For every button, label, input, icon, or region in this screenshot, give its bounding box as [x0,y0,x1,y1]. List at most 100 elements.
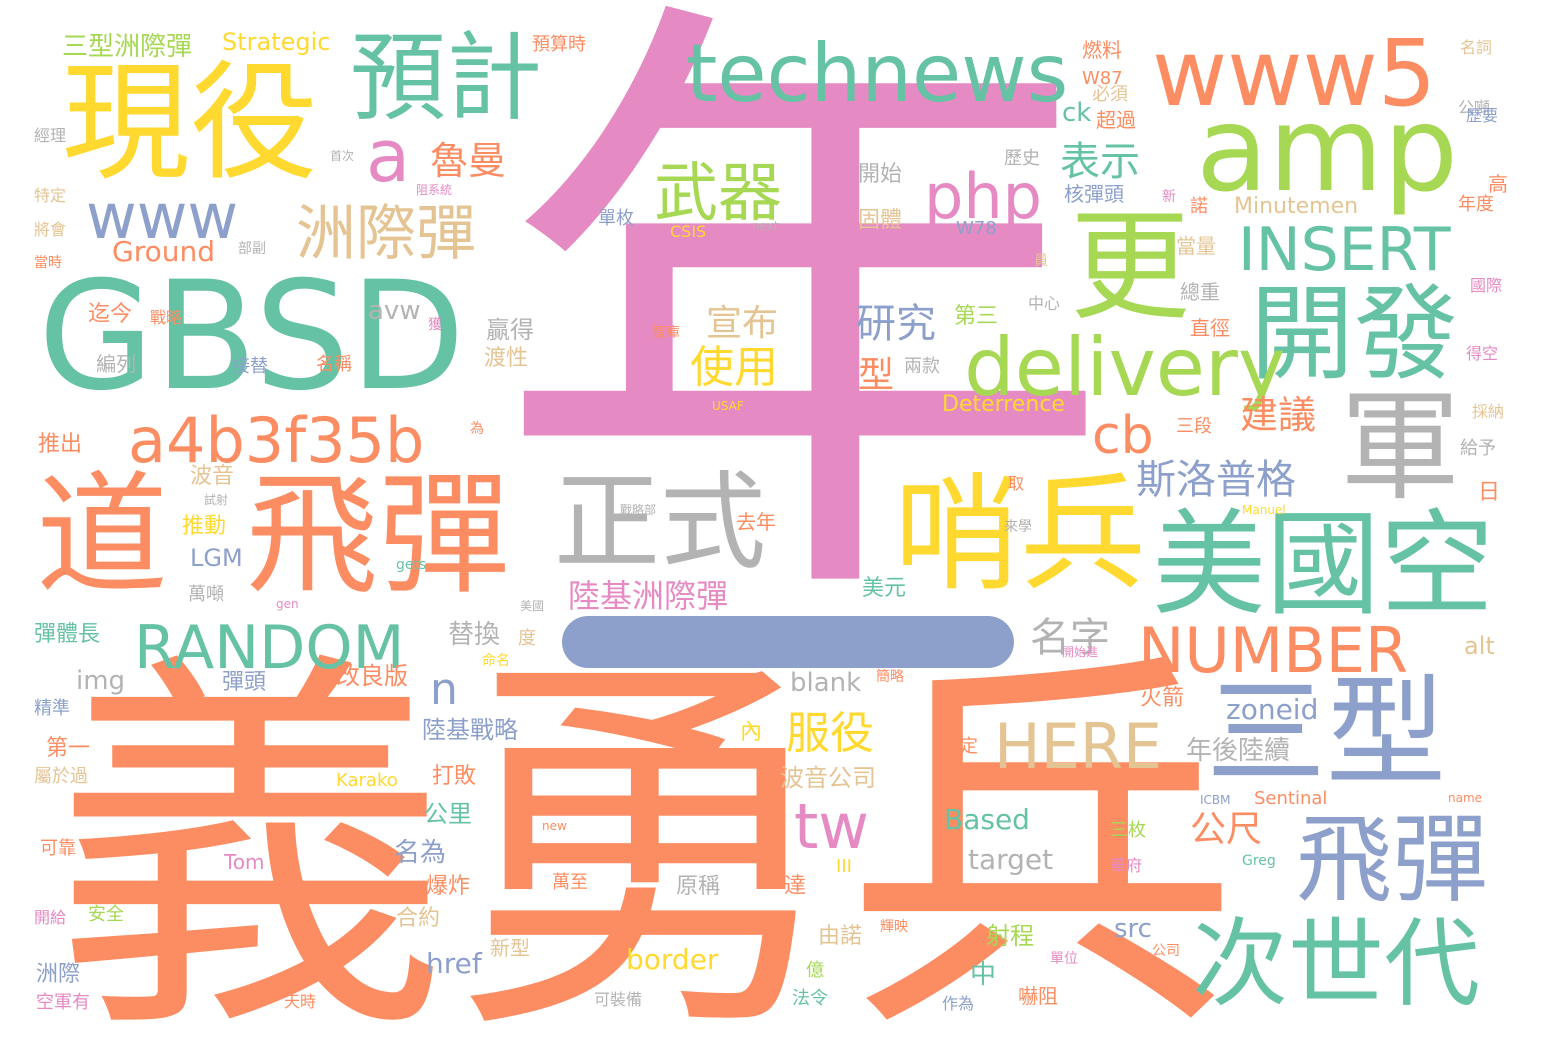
word: Deterrence [942,392,1065,417]
word: 洲際彈 [296,199,476,269]
word: href [426,947,482,980]
word: 正式 [554,461,766,584]
word: delivery [964,321,1286,414]
word: 波音公司 [780,764,876,792]
word: RANDOM [134,613,405,683]
word: 替換 [448,620,501,650]
word: 陸基洲際彈 [568,577,729,615]
word: 採納 [1472,402,1505,421]
word: 編列 [96,352,136,376]
word: 得空 [1466,344,1499,363]
word: 員 [1034,253,1048,269]
word: 固體 [858,208,903,233]
word: 戰略 [150,308,183,327]
word: 特定 [34,186,67,205]
word: 獲 [428,317,442,333]
word: 預算時 [532,34,586,55]
word: 精準 [34,698,70,719]
word: www5 [1152,20,1437,127]
word: 建議 [1240,393,1317,437]
word: Based [944,803,1030,836]
word: CSIS [670,222,707,241]
word: 中 [970,960,997,990]
word: 年後陸續 [1186,736,1291,766]
word: img [76,666,126,696]
word: 單枚 [598,208,634,229]
word: 型 [858,355,895,396]
word: 將會 [34,220,67,239]
word: target [968,843,1054,876]
word: 美元 [862,576,907,601]
word: 命名 [482,653,510,669]
word: 高 [1488,172,1508,196]
word: III [836,856,852,877]
word: 次世代 [1192,908,1480,1020]
word: 美國 [520,599,545,613]
word: 經理 [34,126,67,145]
word: 來學 [1004,519,1032,535]
word: 三型洲際彈 [62,32,193,62]
word: ICBM [1200,793,1231,807]
word: W87 [1082,68,1123,89]
word: 公里 [424,800,472,828]
word: 年 [494,0,1114,676]
word: 年度 [1458,194,1494,215]
word: 去年 [736,510,776,534]
word: n [430,664,458,715]
word: 作為 [942,994,975,1013]
word: 道 [36,459,168,613]
word: 研究 [856,301,936,347]
word: Strategic [222,28,331,56]
word: Sentinal [1254,788,1328,809]
word: blank [790,668,862,698]
word: 第三 [954,304,999,329]
word: 飛彈 [246,459,510,613]
word: next [752,219,779,233]
word: 戰略部 [620,503,657,517]
word: 武器 [654,157,782,231]
word: 公司 [1152,943,1180,959]
word: 開發 [1250,273,1459,395]
word: 首次 [330,149,355,163]
word: 陸基戰略 [422,716,518,744]
word: 射程 [986,922,1034,950]
word: Greg [1242,853,1276,869]
word: 服役 [786,708,874,759]
word: 歷要 [1466,106,1499,125]
word: 現役 [62,49,319,198]
word: 智庫 [652,325,680,341]
word: new [542,819,567,833]
word: GBSD [38,250,466,424]
word: 爆炸 [426,874,471,899]
word: avw [368,296,421,326]
bar-shape [562,616,1014,668]
word: 必須 [1092,84,1128,105]
word: 表示 [1060,139,1140,185]
word: 開給 [34,908,67,927]
word: 彈體長 [34,622,101,647]
word: LGM [190,544,243,572]
word: src [1114,914,1152,944]
word: 打敗 [432,764,477,789]
word: cb [1092,406,1154,466]
word: 歷史 [1004,148,1040,169]
word: amp [1196,80,1459,218]
word: 波音 [190,464,235,489]
word: name [1448,791,1483,805]
word: 宣布 [706,303,779,344]
word: 新 [1162,189,1176,205]
word: 第一 [46,736,91,761]
word: gets [396,557,427,573]
word: 內 [740,720,763,745]
word: zoneid [1226,693,1319,726]
word: technews [686,27,1069,120]
word: 開始 [858,162,903,187]
word: 渡性 [484,346,529,371]
word: 直徑 [1190,316,1230,340]
word: Minutemen [1234,194,1359,219]
word: 萬至 [552,872,588,893]
word: 日 [1478,480,1501,505]
word: 合約 [396,906,441,931]
word: 安全 [88,904,124,925]
word: 嚇阻 [1018,984,1058,1008]
